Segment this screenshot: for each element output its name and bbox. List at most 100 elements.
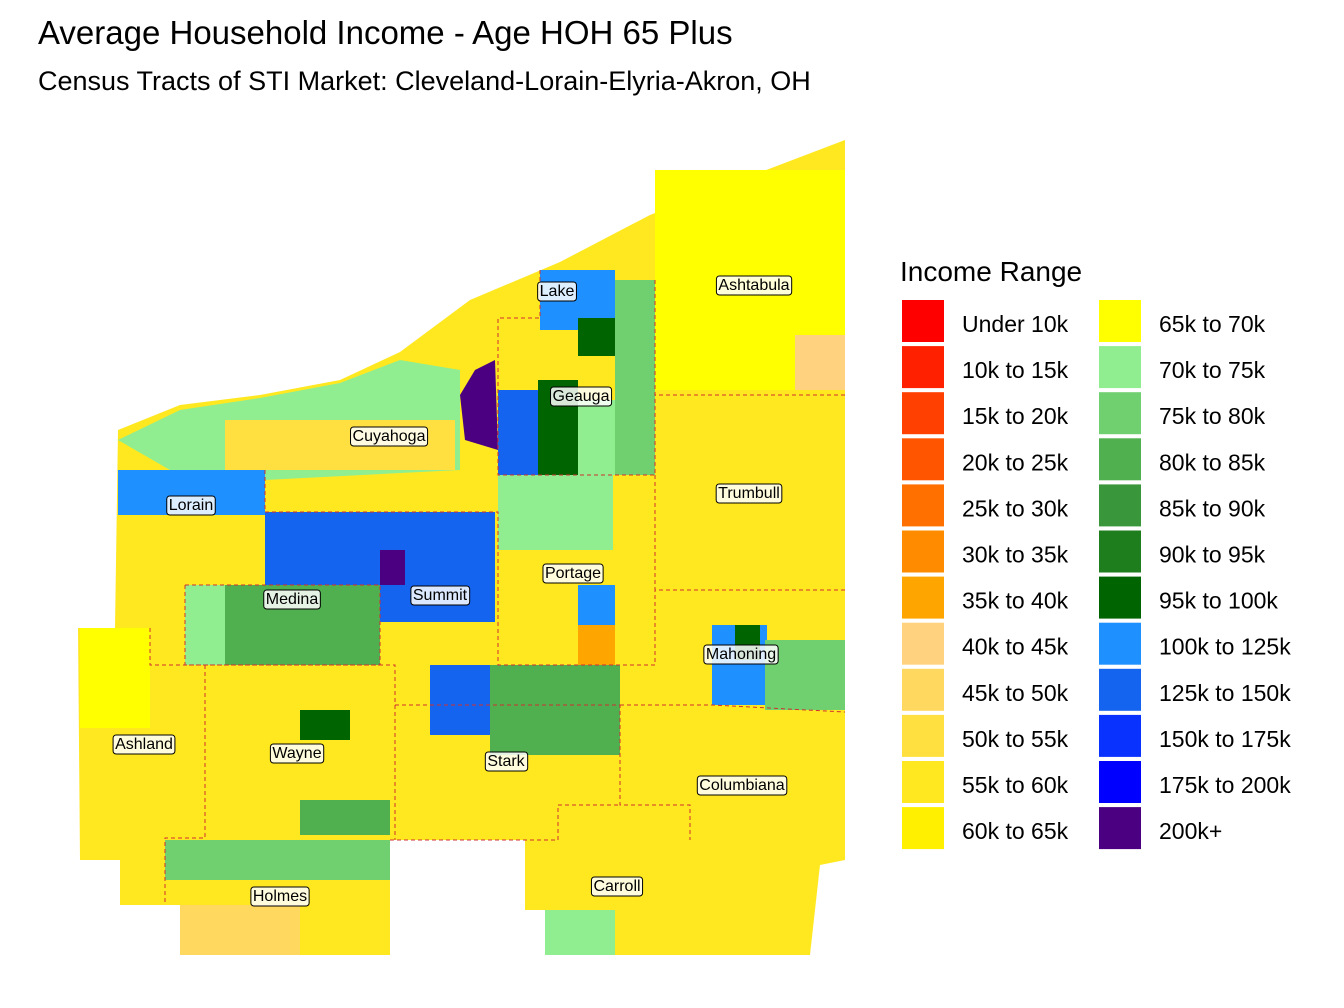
legend-label: 20k to 25k (962, 449, 1069, 475)
legend-swatch (1099, 438, 1141, 481)
legend-label: 10k to 15k (962, 357, 1069, 383)
legend-swatch (902, 761, 944, 803)
tract-patch (460, 360, 498, 450)
subtitle: Census Tracts of STI Market: Cleveland-L… (38, 66, 811, 96)
legend-swatch (902, 668, 944, 711)
legend-swatch (1099, 576, 1141, 619)
county-label: Mahoning (706, 646, 776, 663)
county-label: Columbiana (699, 777, 784, 794)
county-label-box (410, 585, 471, 606)
county-label-box (484, 751, 529, 772)
legend-swatch (1099, 807, 1141, 850)
tract-patch (185, 585, 225, 665)
county-label: Lake (540, 283, 575, 300)
tract-patch (498, 475, 613, 550)
county-label: Holmes (253, 888, 307, 905)
legend-swatch (1099, 622, 1141, 665)
tract-patch (545, 910, 615, 955)
legend-swatch (902, 714, 944, 757)
legend-swatch (902, 530, 944, 573)
legend-label: 90k to 95k (1159, 542, 1266, 568)
legend-swatch (902, 300, 944, 342)
county-border (390, 804, 620, 841)
tract-patch (80, 628, 150, 728)
legend-label: Under 10k (962, 311, 1069, 337)
legend-label: 80k to 85k (1159, 449, 1266, 475)
legend-label: 55k to 60k (962, 772, 1069, 798)
county-label: Wayne (272, 745, 321, 762)
county-border (654, 280, 845, 396)
legend-label: 150k to 175k (1159, 726, 1291, 752)
legend-label: 60k to 65k (962, 818, 1069, 844)
county-border (164, 665, 206, 905)
tract-patch (578, 625, 615, 665)
legend-label: 95k to 100k (1159, 588, 1278, 614)
county-label: Cuyahoga (353, 428, 426, 445)
county-label-box (250, 886, 310, 907)
legend-label: 50k to 55k (962, 726, 1069, 752)
county-labels: Ashtabula Lake Geauga Cuyahoga Trumbull Lorai… (112, 275, 793, 907)
county-label: Ashland (115, 736, 173, 753)
legend-label: 30k to 35k (962, 542, 1069, 568)
county-label-box (112, 734, 176, 755)
county-label-box (550, 386, 613, 407)
legend-swatch (902, 807, 944, 850)
county-label-box (590, 876, 644, 897)
legend-label: 200k+ (1159, 818, 1222, 844)
tract-patch (165, 840, 390, 880)
legend-swatch (1099, 714, 1141, 757)
county-label: Stark (487, 753, 525, 770)
legend-swatch (1099, 346, 1141, 389)
legend-swatch (1099, 761, 1141, 803)
tract-patch (180, 905, 300, 955)
legend-swatch (902, 438, 944, 481)
legend-label: 65k to 70k (1159, 311, 1266, 337)
legend-label: 100k to 125k (1159, 634, 1291, 660)
county-label-box (703, 644, 779, 665)
county-label: Medina (266, 591, 319, 608)
tract-patch (615, 280, 655, 475)
county-border (264, 470, 656, 666)
tract-patch (578, 318, 615, 356)
legend-swatch (902, 622, 944, 665)
legend-label: 125k to 150k (1159, 680, 1291, 706)
county-label-box (696, 775, 788, 796)
county-label-box (542, 563, 604, 584)
county-label-box (269, 743, 325, 764)
tract-patch (578, 585, 615, 625)
county-border (497, 270, 656, 476)
tract-patch (498, 390, 538, 475)
legend-label: 25k to 30k (962, 495, 1069, 521)
legend-swatch (902, 346, 944, 389)
legend-label: 15k to 20k (962, 403, 1069, 429)
county-label-box (715, 483, 783, 504)
legend-label: 70k to 75k (1159, 357, 1266, 383)
county-label-box (263, 589, 321, 610)
legend-title: Income Range (900, 256, 1082, 287)
tract-patch (795, 335, 845, 390)
legend-swatch (902, 484, 944, 527)
legend-label: 175k to 200k (1159, 772, 1291, 798)
legend-swatch (902, 392, 944, 435)
county-label: Summit (413, 587, 468, 604)
tract-patch (300, 800, 390, 835)
tract-patch (578, 400, 615, 475)
county-label: Portage (545, 565, 601, 582)
legend-label: 75k to 80k (1159, 403, 1266, 429)
legend-swatch (1099, 392, 1141, 435)
county-label: Lorain (169, 497, 213, 514)
legend-label: 85k to 90k (1159, 495, 1266, 521)
tract-patch (490, 665, 620, 755)
county-label-box (166, 495, 216, 516)
map (78, 140, 846, 955)
legend-swatch (902, 576, 944, 619)
legend-swatch (1099, 484, 1141, 527)
legend-swatch (1099, 300, 1141, 342)
county-label: Carroll (593, 878, 640, 895)
county-border (395, 704, 691, 840)
legend-label: 45k to 50k (962, 680, 1069, 706)
county-label: Trumbull (718, 485, 780, 502)
legend-label: 40k to 45k (962, 634, 1069, 660)
legend-label: 35k to 40k (962, 588, 1069, 614)
